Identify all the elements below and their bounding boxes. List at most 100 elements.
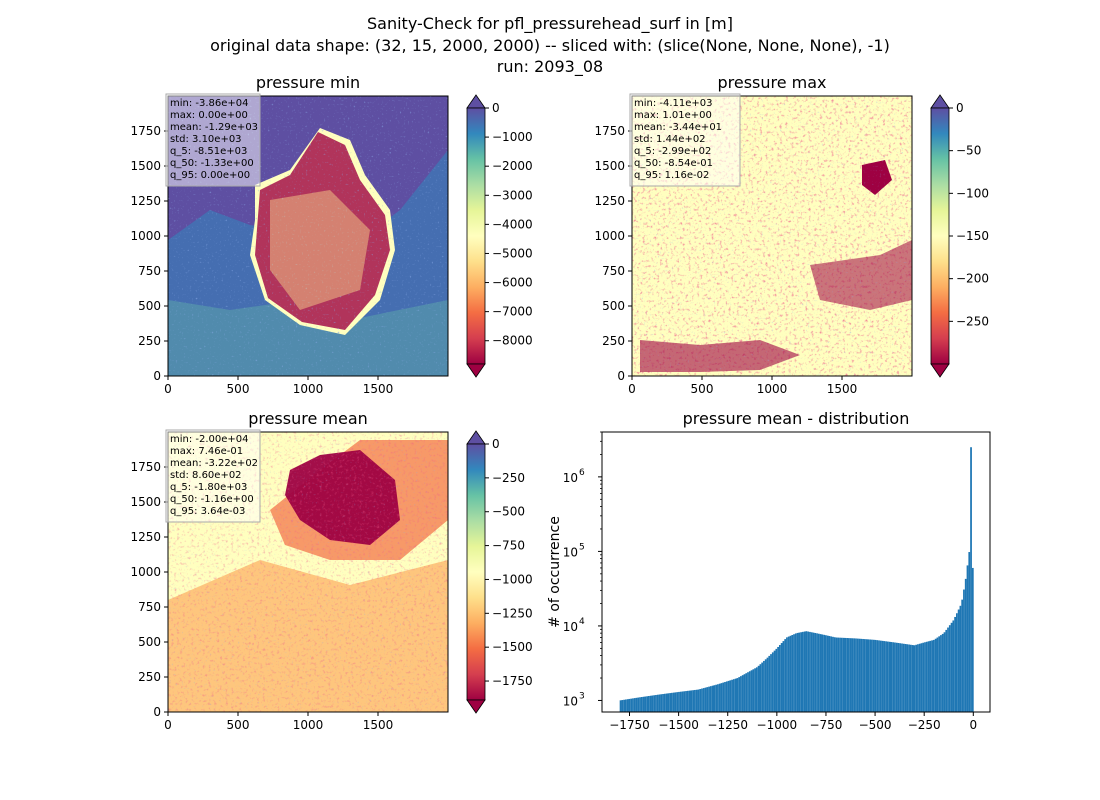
histogram-bar <box>694 689 696 712</box>
y-tick-exponent: 4 <box>579 617 585 627</box>
histogram-bar <box>681 691 684 712</box>
histogram-bar <box>837 637 840 712</box>
histogram-bar <box>835 637 838 712</box>
heatmap-image <box>168 96 448 376</box>
y-tick-label: 1500 <box>130 159 161 173</box>
stats-line: q_95: 0.00e+00 <box>170 170 250 181</box>
colorbar-extend-top <box>930 94 950 109</box>
x-tick-label: −750 <box>809 718 842 732</box>
histogram-bar <box>941 633 944 712</box>
histogram-bar <box>892 642 895 712</box>
stats-line: mean: -3.22e+02 <box>170 458 258 469</box>
stats-line: q_95: 1.16e-02 <box>634 170 709 181</box>
histogram-bar <box>743 674 746 712</box>
x-tick-label: −1250 <box>707 718 748 732</box>
histogram-bar <box>879 640 882 712</box>
histogram-bar <box>828 636 831 712</box>
x-tick-label: 0 <box>164 718 172 732</box>
stats-line: min: -2.00e+04 <box>170 434 249 445</box>
colorbar-gradient <box>930 107 950 365</box>
histogram-bar <box>663 693 666 712</box>
stats-line: std: 8.60e+02 <box>170 470 242 481</box>
histogram-bar <box>971 567 974 712</box>
colorbar-tick-label: −1750 <box>492 674 533 688</box>
colorbar-tick-label: 0 <box>492 437 500 451</box>
x-tick-label: −250 <box>908 718 941 732</box>
histogram-bar <box>796 632 799 712</box>
y-tick-label: 1250 <box>594 194 625 208</box>
histogram-bar <box>840 637 843 712</box>
histogram-bar <box>853 638 856 712</box>
histogram-bar <box>830 636 833 712</box>
panel-title: pressure min <box>256 73 360 92</box>
colorbar-tick-label: −2000 <box>492 159 533 173</box>
histogram-bar <box>881 640 884 712</box>
y-tick-label: 1250 <box>130 194 161 208</box>
y-axis: 0 250 500 750 1000 1250 1500 1750 <box>130 124 168 383</box>
x-tick-label: −1750 <box>609 718 650 732</box>
histogram-bar <box>738 677 741 712</box>
histogram-bar <box>662 694 664 712</box>
colorbar: 0 −1000 −2000 −3000 −4000 −5000 −6000 −7000 −800… <box>466 94 533 378</box>
histogram-bar <box>626 699 629 712</box>
histogram-bar <box>688 690 691 712</box>
y-tick-label: 1000 <box>130 229 161 243</box>
histogram-bar <box>876 640 879 712</box>
histogram-bar <box>826 635 829 712</box>
histogram-bar <box>798 632 801 712</box>
histogram-bar <box>740 676 742 712</box>
y-axis: 0 250 500 750 1000 1250 1500 1750 <box>130 460 168 719</box>
x-tick-label: 0 <box>628 382 636 396</box>
stats-box: min: -4.11e+03 max: 1.01e+00 mean: -3.44… <box>629 93 741 187</box>
histogram-bar <box>940 635 942 712</box>
histogram-bar <box>674 692 677 712</box>
y-tick-label: 250 <box>138 670 161 684</box>
histogram-bar <box>656 694 659 712</box>
histogram-bar <box>750 670 753 712</box>
histogram-bar <box>623 699 625 712</box>
y-tick-label: 0 <box>153 705 161 719</box>
histogram-bar <box>872 639 875 712</box>
histogram-bar <box>632 698 634 712</box>
histogram-bar <box>920 643 923 712</box>
histogram-bar <box>655 694 657 712</box>
histogram-bar <box>897 642 900 712</box>
figure-title-line-1: Sanity-Check for pfl_pressurehead_surf i… <box>367 14 733 34</box>
y-tick-label: 500 <box>138 299 161 313</box>
histogram-bar <box>692 690 695 712</box>
histogram-bar <box>917 644 919 712</box>
histogram-bar <box>754 668 756 712</box>
histogram-bar <box>734 678 737 712</box>
colorbar-extend-bottom <box>466 363 486 378</box>
histogram-bar <box>823 634 826 712</box>
histogram-bar <box>764 659 767 712</box>
histogram-bar <box>709 686 712 712</box>
histogram-bar <box>630 698 633 712</box>
histogram-bar <box>895 642 898 712</box>
histogram-bar <box>883 641 886 712</box>
histogram-bar <box>748 671 751 712</box>
histogram-bar <box>809 631 811 712</box>
stats-line: max: 0.00e+00 <box>170 110 248 121</box>
histogram-bar <box>651 695 654 712</box>
y-tick-label: 750 <box>138 600 161 614</box>
histogram-bar <box>718 683 721 712</box>
colorbar-tick-label: −250 <box>956 314 989 328</box>
histogram-bar <box>885 641 887 712</box>
colorbar-tick-label: −6000 <box>492 276 533 290</box>
histogram-bar <box>648 695 650 712</box>
histogram-bar <box>839 637 841 712</box>
histogram-bar <box>955 613 958 712</box>
y-tick-label: 500 <box>138 635 161 649</box>
colorbar-tick-label: −1250 <box>492 606 533 620</box>
histogram-bar <box>676 692 679 712</box>
histogram-bar <box>791 635 794 712</box>
stats-line: max: 7.46e-01 <box>170 446 243 457</box>
histogram-bar <box>770 654 772 712</box>
histogram-bar <box>690 690 693 712</box>
histogram-bar <box>644 696 647 712</box>
histogram-bar <box>959 605 962 712</box>
heatmap-image <box>632 96 912 376</box>
histogram-bar <box>908 644 910 712</box>
